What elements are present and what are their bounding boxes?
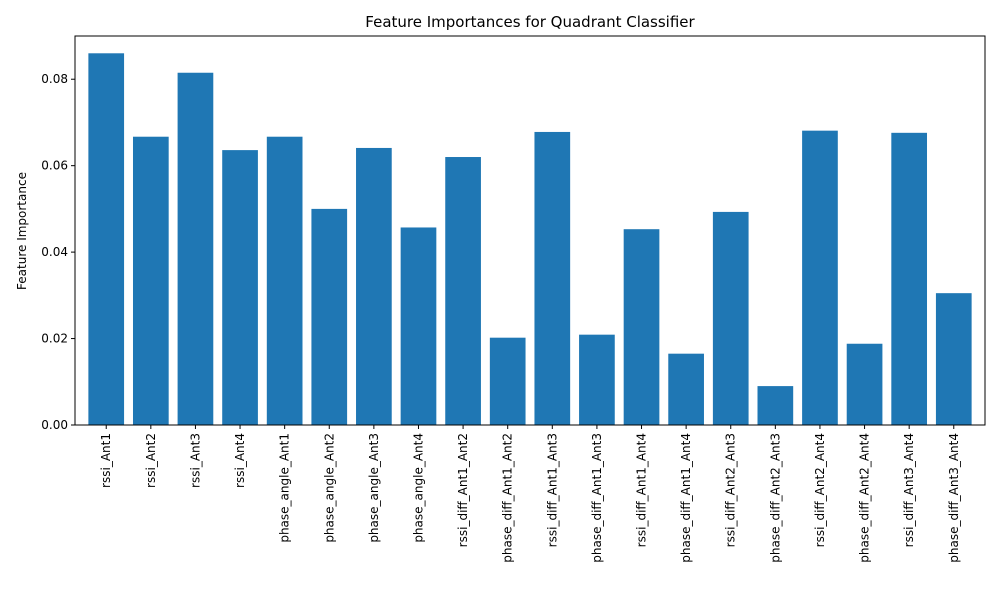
chart-title: Feature Importances for Quadrant Classif… <box>365 13 695 31</box>
bar-rssi_diff_Ant2_Ant4 <box>802 130 838 425</box>
bar-phase_diff_Ant2_Ant3 <box>757 386 794 425</box>
x-tick-label: phase_angle_Ant3 <box>367 433 381 543</box>
bar-rssi_diff_Ant1_Ant4 <box>623 229 660 425</box>
bar-rssi_Ant1 <box>88 53 125 425</box>
bar-rssi_diff_Ant3_Ant4 <box>891 132 928 425</box>
bar-phase_angle_Ant1 <box>266 136 303 425</box>
bars-group <box>88 53 972 426</box>
y-tick-label: 0.00 <box>41 418 68 432</box>
bar-phase_diff_Ant1_Ant2 <box>489 337 526 425</box>
x-tick-label: rssi_Ant1 <box>99 433 113 488</box>
x-tick-label: phase_diff_Ant1_Ant2 <box>501 433 515 563</box>
y-axis-label: Feature Importance <box>15 172 29 290</box>
x-tick-label: rssi_Ant4 <box>233 433 247 488</box>
x-tick-label: rssi_diff_Ant2_Ant3 <box>724 433 738 547</box>
y-tick-label: 0.04 <box>41 245 68 259</box>
x-tick-label: phase_angle_Ant4 <box>411 433 425 543</box>
x-tick-label: rssi_diff_Ant1_Ant3 <box>545 433 559 547</box>
x-tick-label: rssi_diff_Ant2_Ant4 <box>813 433 827 547</box>
x-tick-label: phase_angle_Ant2 <box>322 433 336 543</box>
x-tick-label: phase_diff_Ant1_Ant3 <box>590 433 604 563</box>
x-tick-label: rssi_diff_Ant3_Ant4 <box>902 433 916 547</box>
bar-phase_angle_Ant4 <box>400 227 437 425</box>
bar-phase_diff_Ant2_Ant4 <box>846 343 883 425</box>
bar-rssi_diff_Ant1_Ant2 <box>445 157 481 425</box>
bar-rssi_diff_Ant1_Ant3 <box>534 131 571 425</box>
plot-frame <box>74 35 986 426</box>
bar-rssi_Ant4 <box>222 150 258 426</box>
bar-rssi_diff_Ant2_Ant3 <box>712 211 749 425</box>
x-tick-label: phase_diff_Ant2_Ant4 <box>858 433 872 563</box>
y-tick-label: 0.02 <box>41 332 68 346</box>
bar-phase_diff_Ant1_Ant4 <box>668 353 704 425</box>
bar-phase_diff_Ant1_Ant3 <box>579 334 615 425</box>
x-tick-label: phase_diff_Ant3_Ant4 <box>947 433 961 563</box>
x-tick-label: phase_diff_Ant2_Ant3 <box>768 433 782 563</box>
x-tick-label: rssi_diff_Ant1_Ant2 <box>456 433 470 547</box>
y-tick-label: 0.06 <box>41 159 68 173</box>
y-tick-label: 0.08 <box>41 72 68 86</box>
bar-rssi_Ant3 <box>177 72 214 426</box>
x-tick-label: phase_angle_Ant1 <box>278 433 292 543</box>
x-tick-label: rssi_Ant2 <box>144 433 158 488</box>
bar-phase_diff_Ant3_Ant4 <box>935 293 972 425</box>
x-tick-label: rssi_Ant3 <box>188 433 202 488</box>
bar-phase_angle_Ant2 <box>311 208 348 425</box>
bar-phase_angle_Ant3 <box>356 147 392 425</box>
x-tick-label: rssi_diff_Ant1_Ant4 <box>635 433 649 547</box>
y-axis: 0.00 0.02 0.04 0.06 0.08 <box>41 72 75 432</box>
x-tick-label: phase_diff_Ant1_Ant4 <box>679 433 693 563</box>
bar-rssi_Ant2 <box>132 136 169 425</box>
x-axis: rssi_Ant1 rssi_Ant2 rssi_Ant3 rssi_Ant4 phas… <box>99 425 961 563</box>
